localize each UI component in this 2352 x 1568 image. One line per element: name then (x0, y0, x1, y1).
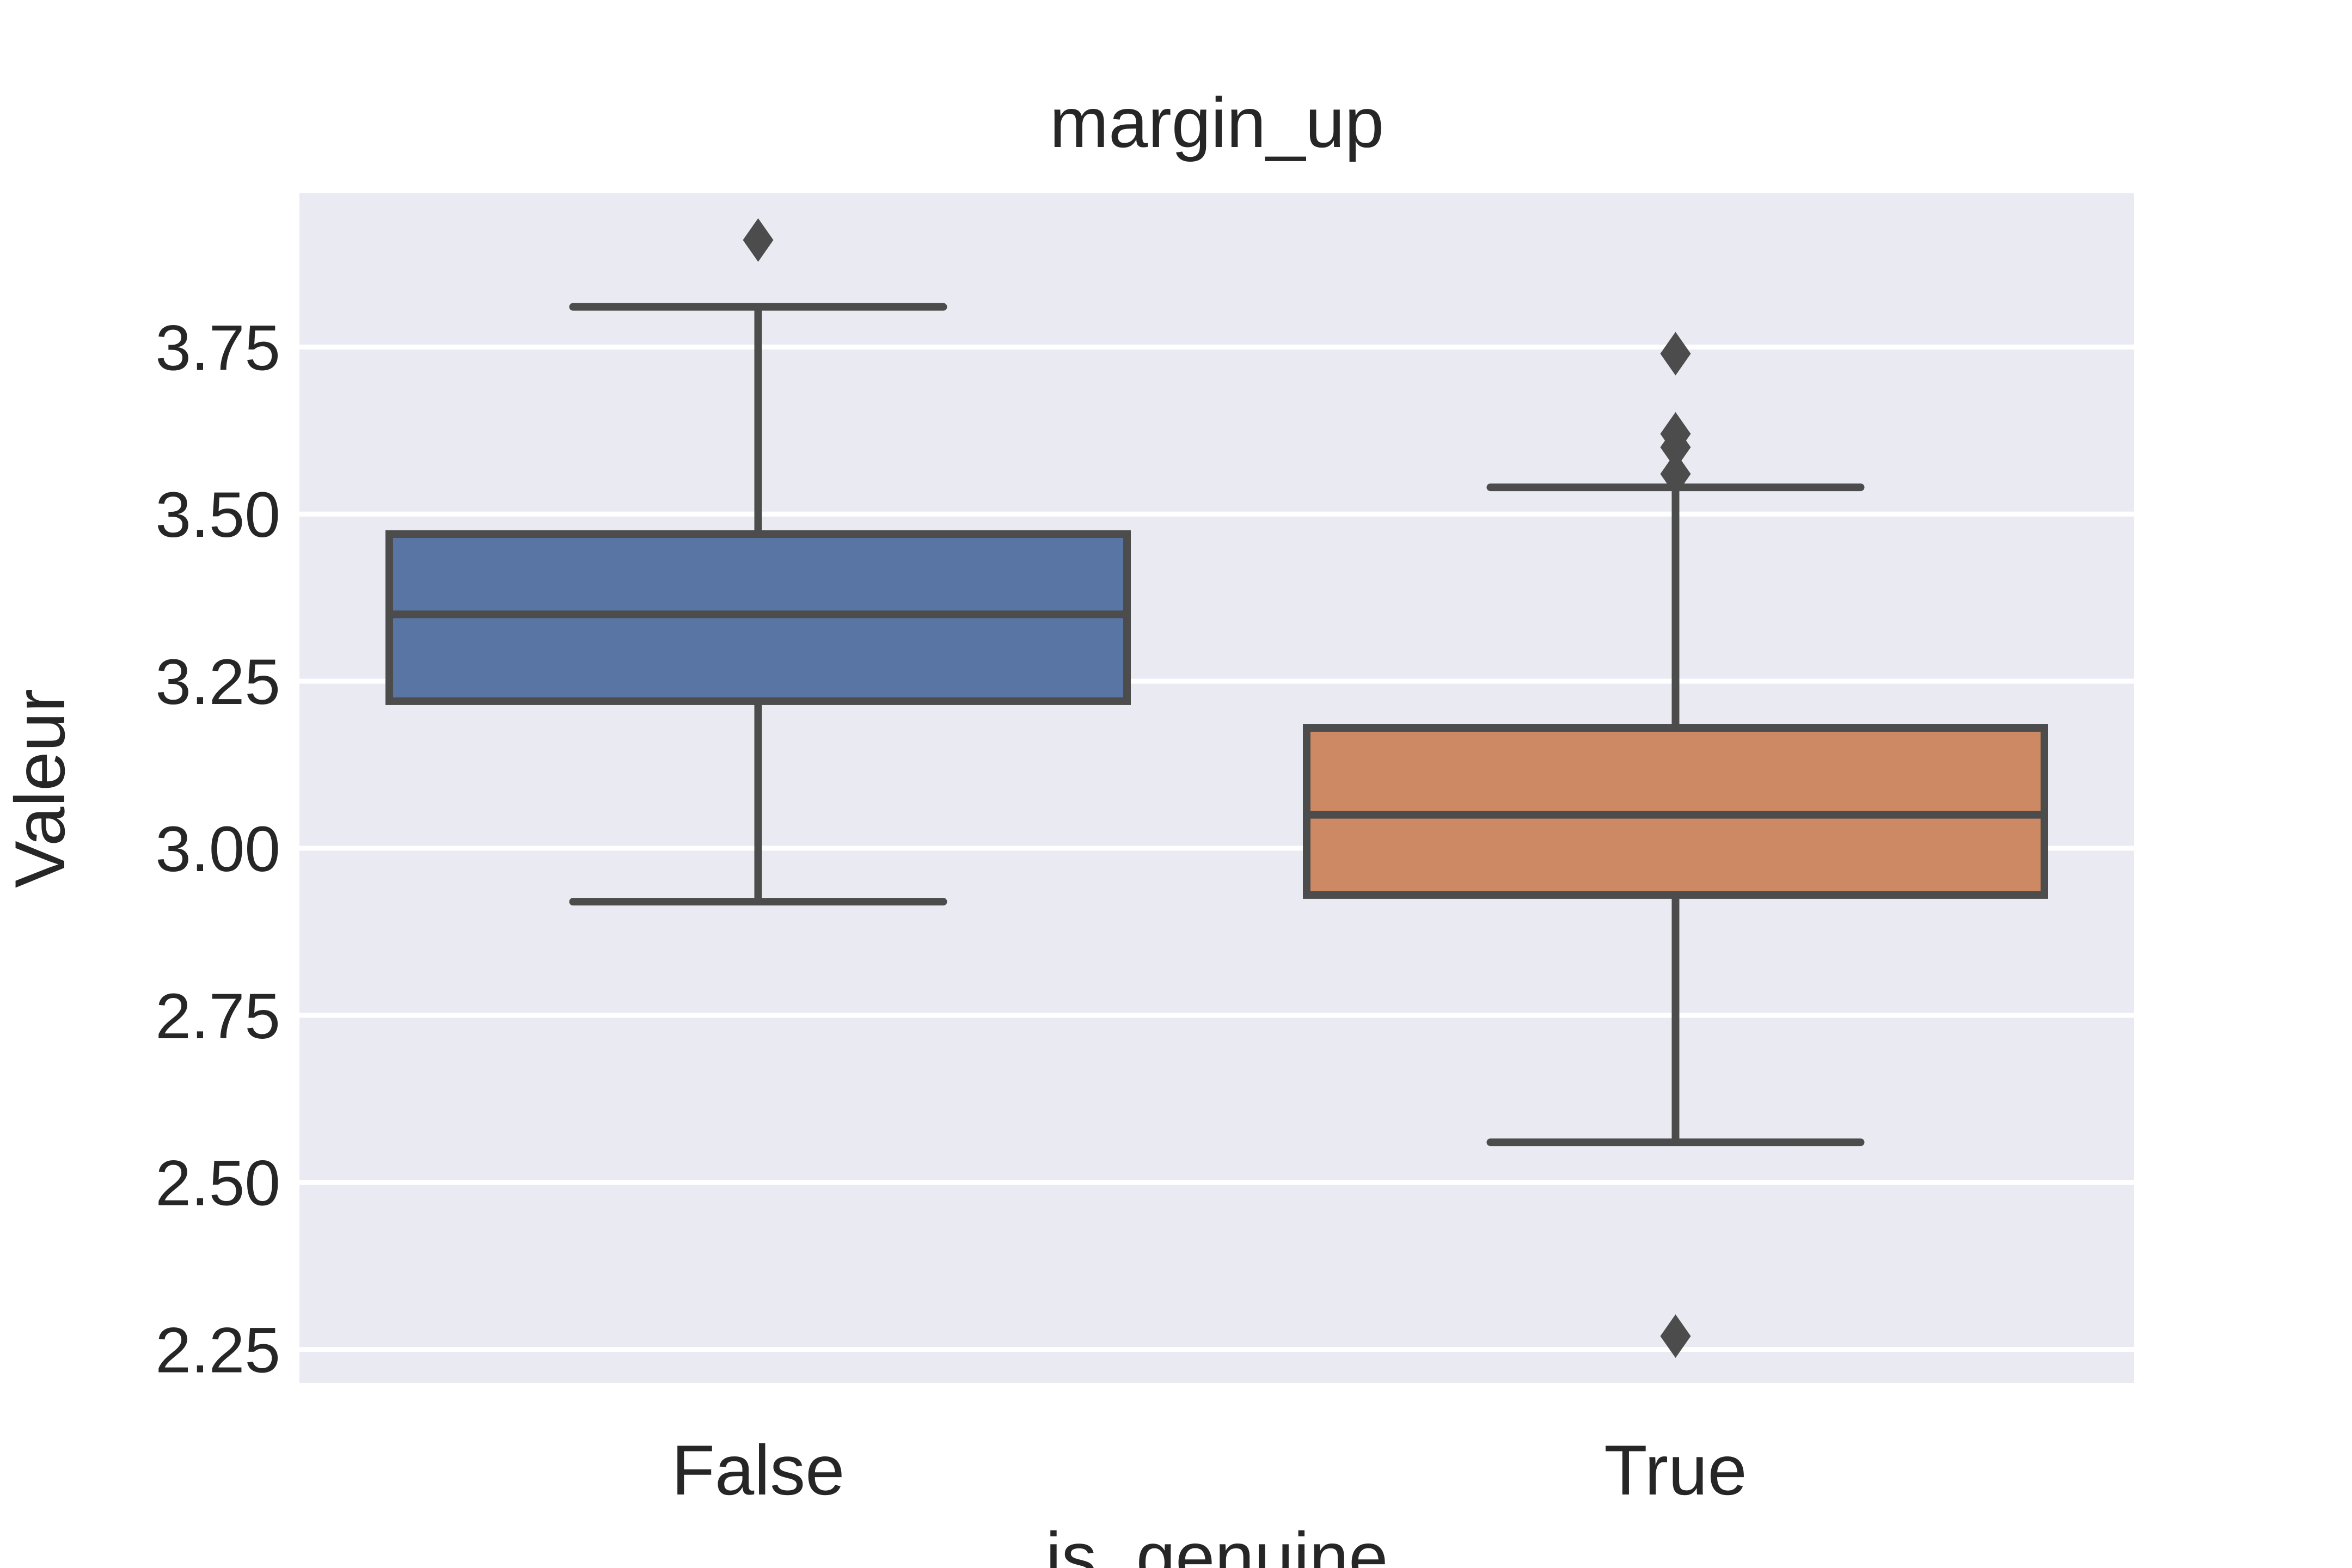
y-tick-label: 2.75 (155, 981, 280, 1052)
grid-lines (299, 344, 2134, 1352)
outlier-point (1660, 452, 1691, 496)
y-tick-label: 2.50 (155, 1148, 280, 1220)
y-tick-label: 3.25 (155, 646, 280, 718)
y-tick-label: 3.00 (155, 813, 280, 885)
y-axis-ticks: 2.25 2.50 2.75 3.00 3.25 3.50 3.75 (155, 312, 280, 1386)
y-axis-label: Valeur (0, 689, 79, 888)
outlier-point (1660, 1314, 1691, 1358)
x-axis-ticks: False True (672, 1430, 1747, 1510)
x-tick-label: False (672, 1430, 845, 1510)
outlier-point (743, 218, 774, 262)
x-axis-label: is_genuine (1046, 1517, 1388, 1568)
outlier-point (1660, 332, 1691, 376)
chart-title: margin_up (1050, 83, 1384, 162)
box-true (1303, 332, 2048, 1358)
outlier-point (1660, 425, 1691, 469)
y-tick-label: 3.75 (155, 312, 280, 384)
box-false (385, 218, 1131, 906)
x-tick-label: True (1604, 1430, 1747, 1510)
boxes (385, 218, 2048, 1358)
y-tick-label: 2.25 (155, 1315, 280, 1387)
y-tick-label: 3.50 (155, 479, 280, 551)
